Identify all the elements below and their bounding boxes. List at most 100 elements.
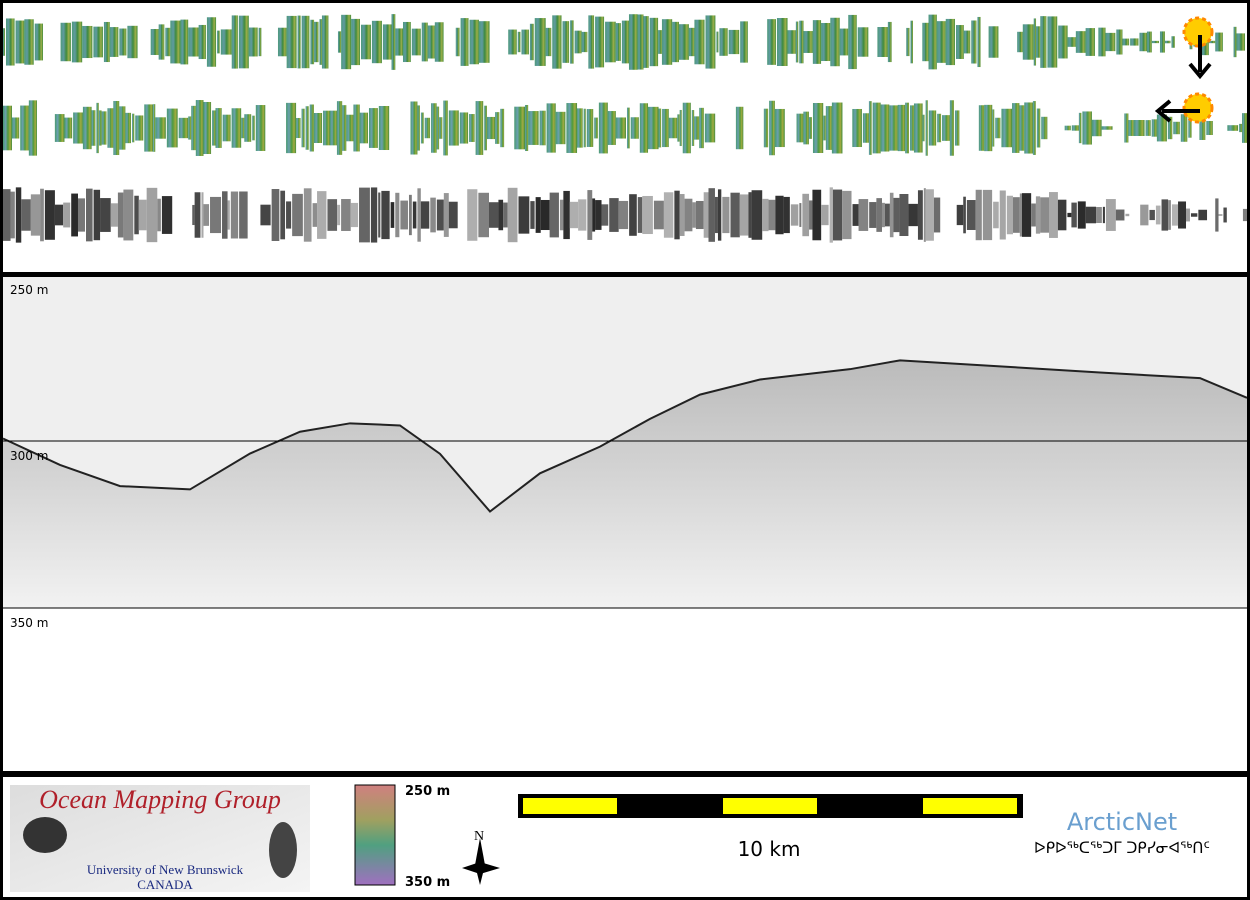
swath-slice xyxy=(40,188,44,242)
swath-slice xyxy=(157,198,161,232)
swath-slice xyxy=(889,192,894,238)
swath-slice xyxy=(763,108,769,148)
swath-slice xyxy=(63,202,71,228)
swath-slice xyxy=(1159,31,1165,53)
swath-slice xyxy=(1164,40,1171,44)
swath-slice xyxy=(876,198,882,232)
swath-slice xyxy=(1022,24,1034,60)
swath-slice xyxy=(730,192,740,238)
swath-slice xyxy=(869,202,877,228)
swath-slice xyxy=(119,106,126,150)
swath-slice xyxy=(180,19,189,65)
swath-slice xyxy=(587,190,593,240)
swath-slice xyxy=(360,24,371,60)
swath-slice xyxy=(601,204,609,226)
swath-slice xyxy=(823,115,826,141)
swath-slice xyxy=(615,23,621,61)
swath-slice xyxy=(443,193,449,237)
swath-slice xyxy=(549,192,559,238)
swath-slice xyxy=(534,18,546,66)
swath-slice xyxy=(194,192,201,238)
swath-slice xyxy=(545,27,552,57)
swath-slice xyxy=(484,105,487,151)
swath-slice xyxy=(125,112,132,144)
swath-slice xyxy=(1101,126,1113,130)
swath-slice xyxy=(1171,204,1179,226)
swath-slice xyxy=(303,188,312,242)
swath-slice xyxy=(906,27,910,57)
swath-slice xyxy=(668,117,678,139)
swath-slice xyxy=(341,14,352,70)
swath-slice xyxy=(417,188,421,242)
swath-slice xyxy=(540,199,550,231)
swath-slice xyxy=(588,15,595,69)
swath-slice xyxy=(319,19,322,65)
swath-slice xyxy=(1139,32,1147,52)
swath-slice xyxy=(301,108,305,148)
swath-slice xyxy=(448,201,458,229)
swath-slice xyxy=(1082,111,1092,145)
swath-slice xyxy=(936,21,946,63)
swath-slice xyxy=(928,110,937,146)
swath-slice xyxy=(852,108,862,148)
swath-slice xyxy=(963,30,971,54)
swath-slice xyxy=(443,100,448,156)
swath-slice xyxy=(1017,31,1023,53)
swath-slice xyxy=(1133,120,1145,136)
swath-slice xyxy=(231,108,242,148)
swath-slice xyxy=(609,198,619,232)
swath-slice xyxy=(839,28,849,56)
colorbar-label: 350 m xyxy=(405,875,450,890)
swath-slice xyxy=(775,195,784,235)
swath-slice xyxy=(280,190,286,240)
swath-slice xyxy=(337,204,341,226)
swath-slice xyxy=(469,19,479,65)
sun-arrows xyxy=(1154,16,1214,124)
swath-slice xyxy=(127,25,138,59)
swath-slice xyxy=(803,111,809,145)
swath-slice xyxy=(3,189,11,241)
swath-slice xyxy=(410,101,418,155)
swath-slice xyxy=(346,114,354,142)
swath-slice xyxy=(975,189,982,241)
swath-slice xyxy=(100,198,111,232)
swath-slice xyxy=(529,23,534,61)
swath-slice xyxy=(436,199,444,231)
swath-slice xyxy=(1049,192,1058,238)
swath-slice xyxy=(198,24,206,60)
swath-slice xyxy=(1186,208,1190,222)
swath-slice xyxy=(222,191,228,239)
swath-slice xyxy=(1151,119,1157,137)
swath-slice xyxy=(239,191,248,239)
swath-slice xyxy=(1085,206,1097,224)
swath-slice xyxy=(586,109,594,147)
swath-slice xyxy=(546,103,556,153)
swath-slice xyxy=(1178,201,1187,229)
swath-slice xyxy=(705,15,716,69)
swath-slice xyxy=(728,29,740,55)
swath-slice xyxy=(933,197,941,233)
swath-slice xyxy=(255,105,266,151)
swath-slice xyxy=(679,24,689,60)
swath-slice xyxy=(378,192,381,238)
swath-slice xyxy=(1140,204,1149,226)
swath-slice xyxy=(507,187,518,243)
swath-slice xyxy=(351,18,360,66)
swath-slice xyxy=(119,28,127,56)
swath-slice xyxy=(663,192,674,238)
swath-slice xyxy=(382,24,392,60)
swath-slice xyxy=(694,116,700,140)
swath-slice xyxy=(138,199,147,231)
swath-slice xyxy=(222,114,231,142)
swath-slice xyxy=(297,15,301,69)
swath-slice xyxy=(10,191,15,239)
swath-slice xyxy=(829,187,833,243)
swath-slice xyxy=(1242,208,1247,222)
scale-label: 10 km xyxy=(738,837,801,861)
swath-slice xyxy=(1075,31,1086,53)
swath-slice xyxy=(528,111,539,145)
swath-slice xyxy=(1242,113,1247,143)
swath-slice xyxy=(1105,199,1116,231)
swath-slice xyxy=(1180,114,1188,142)
